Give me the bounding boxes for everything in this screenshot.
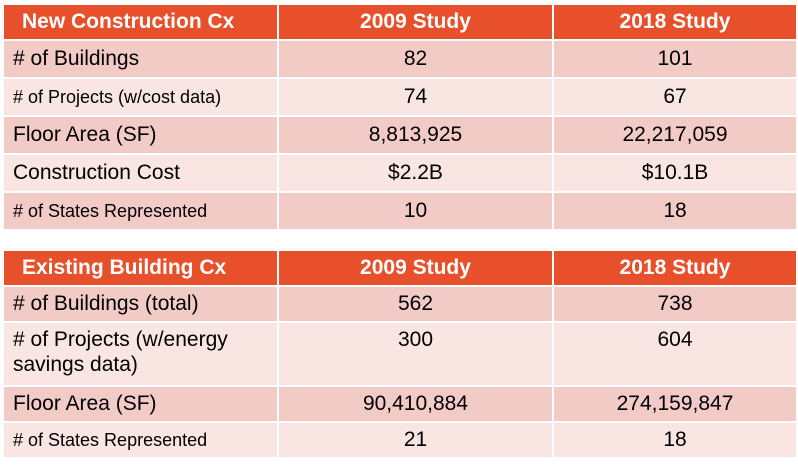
column-header-category: Existing Building Cx — [2, 249, 279, 287]
table-row: # of Buildings 82 101 — [2, 39, 798, 79]
value-2018: 738 — [552, 285, 798, 323]
row-label: Floor Area (SF) — [2, 115, 279, 155]
table-header-row: Existing Building Cx 2009 Study 2018 Stu… — [2, 249, 798, 287]
row-label: # of Buildings — [2, 39, 279, 79]
row-label: # of States Represented — [2, 191, 279, 231]
value-2009: 10 — [277, 191, 554, 231]
row-label: Floor Area (SF) — [2, 385, 279, 423]
column-header-2009: 2009 Study — [277, 3, 554, 41]
value-2009: $2.2B — [277, 153, 554, 193]
table-row: # of Projects (w/energy savings data) 30… — [2, 321, 798, 387]
table-row: # of States Represented 21 18 — [2, 421, 798, 459]
table-row: # of States Represented 10 18 — [2, 191, 798, 231]
column-header-2009: 2009 Study — [277, 249, 554, 287]
row-label: # of Buildings (total) — [2, 285, 279, 323]
existing-building-table: Existing Building Cx 2009 Study 2018 Stu… — [2, 249, 798, 459]
value-2009: 562 — [277, 285, 554, 323]
table-header-row: New Construction Cx 2009 Study 2018 Stud… — [2, 3, 798, 41]
value-2009: 21 — [277, 421, 554, 459]
row-label: # of States Represented — [2, 421, 279, 459]
value-2018: 274,159,847 — [552, 385, 798, 423]
value-2018: 101 — [552, 39, 798, 79]
table-row: Floor Area (SF) 8,813,925 22,217,059 — [2, 115, 798, 155]
column-header-category: New Construction Cx — [2, 3, 279, 41]
value-2009: 90,410,884 — [277, 385, 554, 423]
value-2009: 300 — [277, 321, 554, 387]
value-2018: 22,217,059 — [552, 115, 798, 155]
column-header-2018: 2018 Study — [552, 3, 798, 41]
value-2018: 604 — [552, 321, 798, 387]
table-row: # of Projects (w/cost data) 74 67 — [2, 77, 798, 117]
row-label: Construction Cost — [2, 153, 279, 193]
value-2009: 74 — [277, 77, 554, 117]
value-2018: $10.1B — [552, 153, 798, 193]
value-2018: 67 — [552, 77, 798, 117]
row-label: # of Projects (w/energy savings data) — [2, 321, 279, 387]
value-2009: 82 — [277, 39, 554, 79]
new-construction-table: New Construction Cx 2009 Study 2018 Stud… — [2, 3, 798, 231]
table-row: Floor Area (SF) 90,410,884 274,159,847 — [2, 385, 798, 423]
value-2009: 8,813,925 — [277, 115, 554, 155]
column-header-2018: 2018 Study — [552, 249, 798, 287]
value-2018: 18 — [552, 191, 798, 231]
table-row: # of Buildings (total) 562 738 — [2, 285, 798, 323]
row-label: # of Projects (w/cost data) — [2, 77, 279, 117]
table-row: Construction Cost $2.2B $10.1B — [2, 153, 798, 193]
value-2018: 18 — [552, 421, 798, 459]
